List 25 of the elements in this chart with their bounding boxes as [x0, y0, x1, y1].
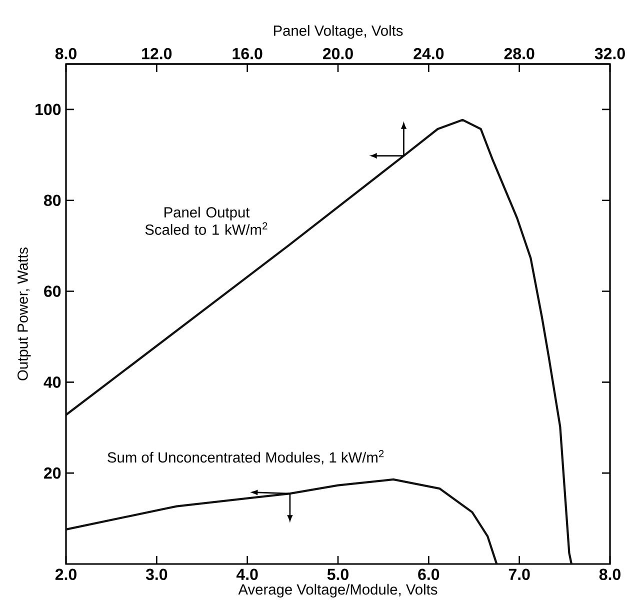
x2-tick-label: 24.0 — [414, 48, 444, 60]
series-label: Sum of Unconcentrated Modules, 1 kW/m$^{2}$ — [108, 450, 384, 464]
y-tick-label: 60 — [44, 286, 61, 297]
x-axis-title: Average Voltage/Module, Volts — [238, 584, 438, 598]
y-tick-label: 100 — [36, 104, 61, 116]
y-tick-label: 40 — [44, 376, 61, 388]
x-tick-label: 8.0 — [599, 568, 620, 580]
x-tick-label: 7.0 — [508, 568, 530, 580]
line-series — [64, 478, 498, 566]
x2-tick-label: 20.0 — [323, 48, 353, 60]
x-tick-label: 4.0 — [236, 568, 258, 580]
x2-tick-label: 28.0 — [504, 48, 534, 60]
x2-tick-label: 12.0 — [142, 48, 172, 60]
y-tick-label: 80 — [44, 194, 61, 206]
x-tick-label: 6.0 — [418, 568, 440, 580]
y-axis-title: Output Power, Watts — [18, 248, 31, 380]
x2-tick-label: 16.0 — [232, 48, 262, 60]
x2-axis-title: Panel Voltage, Volts — [274, 25, 403, 39]
x2-tick-label: 32.0 — [594, 48, 625, 60]
x-tick-label: 5.0 — [327, 568, 348, 580]
x-tick-label: 2.0 — [55, 568, 76, 580]
y-tick-label: 20 — [44, 467, 61, 479]
series-label: Panel Output Scaled to 1 kW/m$^{2}$ — [145, 206, 268, 235]
x-tick-label: 3.0 — [146, 568, 168, 580]
x2-tick-label: 8.0 — [55, 48, 76, 60]
